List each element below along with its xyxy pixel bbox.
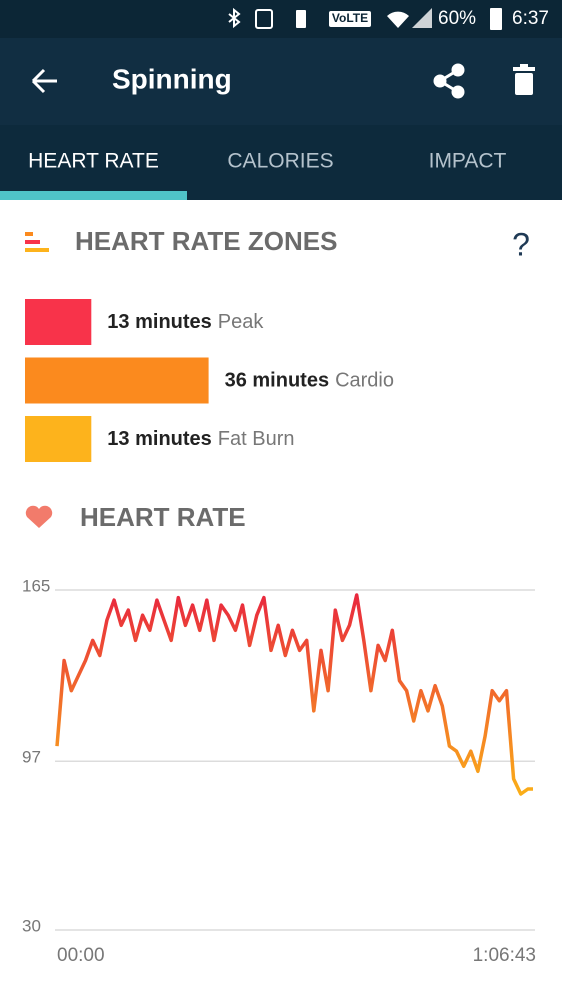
delete-button[interactable]: [513, 64, 535, 95]
zone-name: Peak: [218, 311, 265, 333]
y-tick-label: 97: [22, 748, 41, 767]
tab[interactable]: HEART RATE: [28, 150, 159, 173]
tab[interactable]: CALORIES: [227, 150, 333, 173]
zone-label: 13 minutes Peak: [107, 311, 264, 333]
chart-title: HEART RATE: [80, 502, 246, 532]
page-title: Spinning: [112, 63, 232, 94]
zone-bar: [25, 357, 209, 404]
tab-bar: [0, 125, 562, 200]
status-icons: [228, 7, 502, 30]
app-bar: [0, 38, 562, 125]
heart-rate-line: [55, 593, 533, 796]
zone-bar: [25, 416, 92, 462]
network-label: VoLTE: [332, 11, 368, 25]
clock: 6:37: [512, 8, 549, 29]
x-tick-label: 00:00: [57, 945, 105, 966]
zone-label: 13 minutes Fat Burn: [107, 428, 294, 450]
x-tick-label: 1:06:43: [473, 945, 536, 966]
status-bar: [0, 0, 562, 38]
tab-indicator: [0, 191, 187, 200]
y-tick-label: 165: [22, 576, 50, 595]
heart-icon: [25, 505, 53, 528]
zones-title: HEART RATE ZONES: [75, 226, 337, 256]
y-tick-label: 30: [22, 916, 41, 935]
share-button[interactable]: [433, 63, 465, 99]
zone-bar: [25, 299, 92, 345]
battery-label: 60%: [438, 8, 476, 29]
help-button[interactable]: ?: [512, 226, 530, 262]
back-button[interactable]: [31, 68, 57, 94]
tab[interactable]: IMPACT: [429, 150, 507, 173]
zone-amount: 13 minutes: [107, 311, 211, 333]
zone-label: 36 minutes Cardio: [225, 370, 394, 392]
zone-amount: 36 minutes: [225, 370, 329, 392]
zones-icon: [25, 232, 49, 252]
zone-name: Fat Burn: [218, 428, 295, 450]
zone-name: Cardio: [335, 370, 394, 392]
zone-amount: 13 minutes: [107, 428, 211, 450]
